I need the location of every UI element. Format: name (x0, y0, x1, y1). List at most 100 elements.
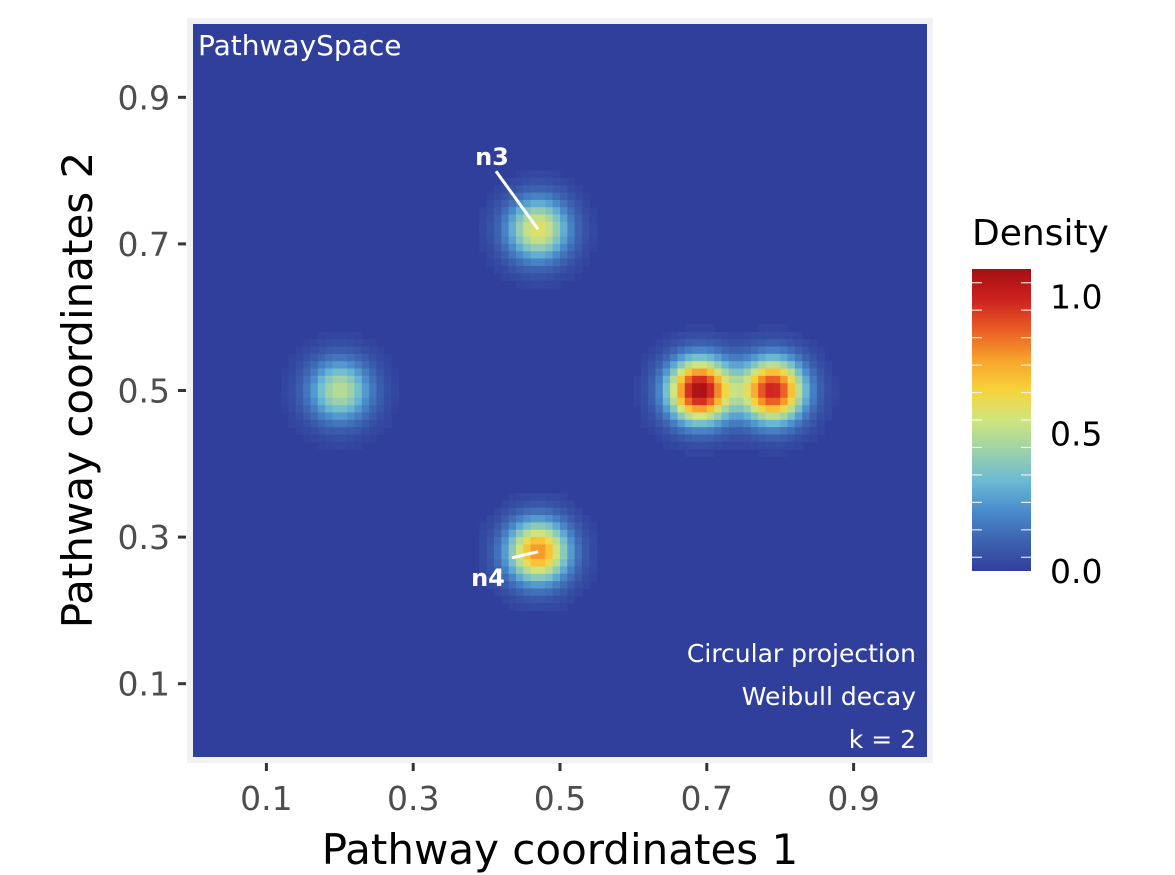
heatmap-cell (317, 331, 326, 340)
heatmap-cell (545, 537, 554, 546)
heatmap-cell (508, 251, 517, 260)
heatmap-cell (303, 353, 312, 362)
heatmap-cell (361, 397, 370, 406)
heatmap-cell (317, 361, 326, 370)
heatmap-cell (728, 419, 737, 428)
heatmap-cell (582, 537, 590, 546)
heatmap-cell (567, 588, 576, 597)
heatmap-cell (383, 412, 392, 421)
heatmap-cell (295, 375, 304, 384)
heatmap-cell (493, 192, 502, 201)
heatmap-cell (508, 559, 517, 568)
heatmap-cell (295, 419, 304, 428)
heatmap-cell (677, 383, 686, 392)
heatmap-cell (816, 412, 825, 421)
heatmap-cell (787, 383, 796, 392)
heatmap-cell (560, 588, 568, 597)
heatmap-cell (648, 375, 657, 384)
heatmap-cell (560, 529, 568, 538)
heatmap-cell (699, 390, 708, 399)
heatmap-cell (714, 412, 723, 421)
heatmap-cell (714, 368, 723, 377)
heatmap-cell (317, 383, 326, 392)
heatmap-cell (574, 544, 583, 553)
x-tick-label: 0.9 (827, 779, 879, 818)
heatmap-cell (772, 324, 781, 333)
heatmap-cell (633, 397, 642, 406)
heatmap-cell (545, 500, 554, 509)
heatmap-cell (552, 199, 561, 208)
heatmap-cell (537, 251, 546, 260)
heatmap-cell (692, 390, 701, 399)
heatmap-cell (684, 405, 693, 414)
heatmap-cell (303, 383, 312, 392)
heatmap-cell (802, 339, 811, 348)
heatmap-cell (288, 405, 297, 414)
heatmap-cell (574, 522, 583, 531)
heatmap-cell (743, 405, 752, 414)
heatmap-cell (765, 331, 774, 340)
heatmap-cell (552, 280, 561, 289)
heatmap-cell (662, 361, 671, 370)
heatmap-cell (501, 595, 510, 604)
heatmap-cell (692, 339, 701, 348)
heatmap-cell (361, 427, 370, 436)
heatmap-cell (567, 500, 576, 509)
x-axis: 0.1 0.3 0.5 0.7 0.9 (240, 763, 880, 818)
heatmap-cell (332, 339, 341, 348)
heatmap-cell (809, 353, 818, 362)
heatmap-cell (721, 346, 730, 355)
legend: Density 0.0 0.5 1.0 (972, 213, 1109, 591)
heatmap-cell (523, 214, 532, 223)
heatmap-cell (655, 353, 664, 362)
heatmap-cell (567, 273, 576, 282)
heatmap-cell (515, 273, 524, 282)
heatmap-cell (816, 405, 825, 414)
heatmap-cell (802, 368, 811, 377)
heatmap-cell (736, 405, 745, 414)
heatmap-cell (567, 265, 576, 274)
heatmap-cell (479, 529, 488, 538)
heatmap-cell (655, 412, 664, 421)
heatmap-cell (692, 449, 701, 458)
heatmap-cell (567, 551, 576, 560)
heatmap-cell (648, 427, 657, 436)
heatmap-cell (567, 251, 576, 260)
heatmap-cell (706, 419, 715, 428)
heatmap-cell (816, 375, 825, 384)
heatmap-cell (537, 170, 546, 179)
heatmap-cell (794, 368, 803, 377)
heatmap-cell (339, 353, 348, 362)
heatmap-cell (714, 427, 723, 436)
heatmap-cell (537, 595, 546, 604)
heatmap-cell (567, 207, 576, 216)
heatmap-cell (515, 544, 524, 553)
heatmap-cell (347, 390, 356, 399)
heatmap-cell (552, 544, 561, 553)
heatmap-cell (758, 405, 767, 414)
heatmap-cell (677, 331, 686, 340)
heatmap-cell (560, 221, 568, 230)
heatmap-cell (552, 170, 561, 179)
heatmap-cell (537, 207, 546, 216)
heatmap-cell (582, 251, 590, 260)
heatmap-cell (648, 412, 657, 421)
heatmap-cell (537, 243, 546, 252)
heatmap-cell (376, 353, 385, 362)
heatmap-cell (640, 383, 649, 392)
heatmap-cell (530, 507, 539, 516)
heatmap-cell (728, 383, 737, 392)
heatmap-cell (706, 361, 715, 370)
heatmap-cell (310, 368, 319, 377)
heatmap-cell (552, 529, 561, 538)
heatmap-cell (794, 346, 803, 355)
heatmap-cell (545, 273, 554, 282)
heatmap-cell (699, 412, 708, 421)
heatmap-cell (589, 544, 598, 553)
heatmap-cell (361, 346, 370, 355)
heatmap-cell (325, 331, 334, 340)
heatmap-cell (325, 427, 334, 436)
heatmap-cell (501, 566, 510, 575)
heatmap-cell (508, 229, 517, 238)
heatmap-cell (662, 412, 671, 421)
